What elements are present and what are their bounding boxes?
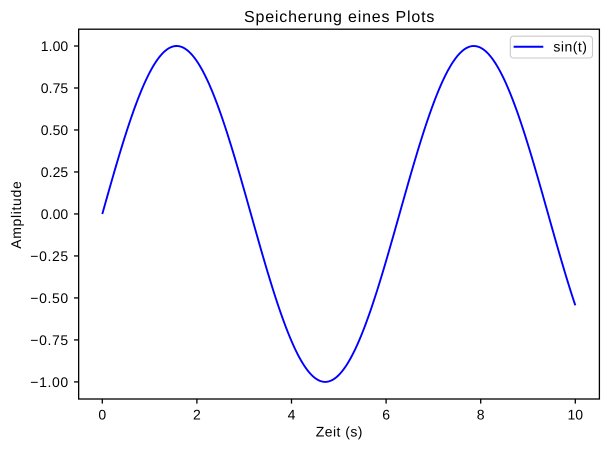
- svg-text:Amplitude: Amplitude: [8, 181, 24, 249]
- svg-text:−0.25: −0.25: [30, 248, 68, 264]
- svg-text:6: 6: [382, 407, 390, 423]
- svg-text:−1.00: −1.00: [30, 374, 68, 390]
- svg-text:0.00: 0.00: [41, 206, 69, 222]
- svg-text:0: 0: [98, 407, 106, 423]
- svg-text:4: 4: [288, 407, 296, 423]
- svg-text:Speicherung eines Plots: Speicherung eines Plots: [244, 9, 434, 26]
- svg-text:8: 8: [477, 407, 485, 423]
- svg-text:−0.50: −0.50: [30, 290, 68, 306]
- svg-text:Zeit (s): Zeit (s): [316, 424, 363, 440]
- svg-text:10: 10: [568, 407, 584, 423]
- svg-text:0.75: 0.75: [41, 80, 69, 96]
- svg-text:0.25: 0.25: [41, 164, 69, 180]
- svg-text:−0.75: −0.75: [30, 332, 68, 348]
- svg-text:sin(t): sin(t): [553, 39, 587, 55]
- svg-text:1.00: 1.00: [41, 38, 69, 54]
- svg-text:2: 2: [193, 407, 201, 423]
- svg-text:0.50: 0.50: [41, 122, 69, 138]
